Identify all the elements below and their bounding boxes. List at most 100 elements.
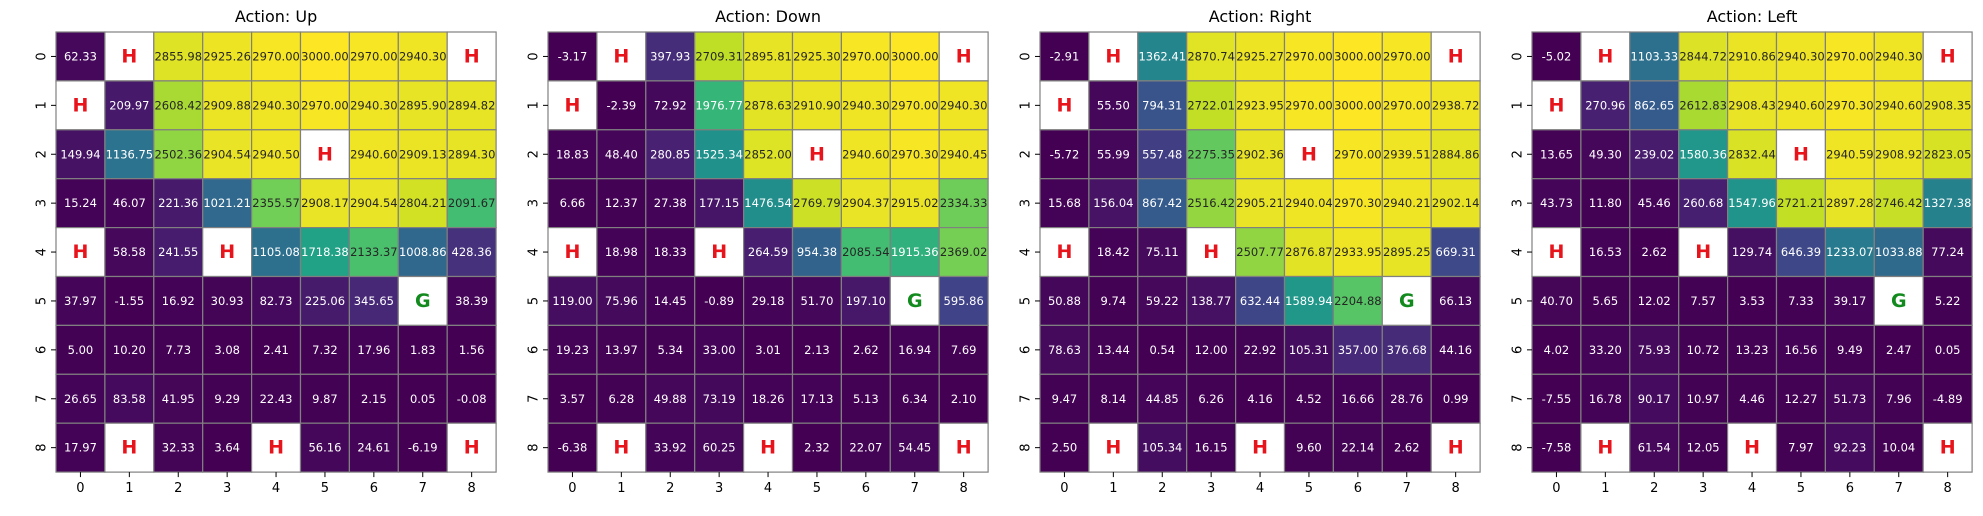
cell-value-label: 2925.26: [203, 49, 251, 63]
hole-label: H: [809, 143, 825, 165]
heatmap-panel-1: Action: Down-3.17 H 397.93 2709.31 2895.81 29…: [527, 7, 989, 496]
heatmap-cell: [299, 275, 351, 327]
cell-value-label: 2940.50: [252, 147, 300, 161]
cell-value-label: 2940.21: [1383, 196, 1431, 210]
cell-value-label: 6.26: [1198, 392, 1224, 406]
cell-value-label: 49.30: [1589, 147, 1622, 161]
cell-value-label: 2940.60: [842, 147, 890, 161]
cell-value-label: 1589.94: [1285, 294, 1333, 308]
cell-value-label: 2970.00: [891, 98, 939, 112]
cell-value-label: 119.00: [552, 294, 592, 308]
heatmap-cell: [645, 178, 696, 229]
heatmap-cell: [791, 227, 843, 278]
y-tick-label: 5: [35, 297, 50, 305]
cell-value-label: 2894.30: [448, 147, 496, 161]
cell-value-label: 5.13: [853, 392, 879, 406]
heatmap-cell: [1824, 324, 1875, 375]
x-tick-label: 4: [1256, 481, 1264, 496]
x-tick-label: 5: [813, 481, 821, 496]
cell-value-label: 138.77: [1191, 294, 1231, 308]
cell-value-label: 2902.36: [1236, 147, 1284, 161]
heatmap-cell: [791, 324, 843, 375]
heatmap-cell: [938, 275, 989, 327]
hole-label: H: [1448, 45, 1464, 67]
heatmap-cell: [55, 324, 106, 375]
heatmap-cell: [1039, 31, 1090, 82]
heatmap-cell: [1186, 373, 1237, 424]
cell-value-label: 37.97: [64, 294, 97, 308]
chart-title: Action: Left: [1707, 7, 1798, 26]
cell-value-label: 221.36: [158, 196, 198, 210]
hole-label: H: [121, 45, 137, 67]
cell-value-label: 260.68: [1683, 196, 1723, 210]
heatmap-cell: [1234, 275, 1286, 327]
heatmap-cell: [55, 227, 106, 278]
cell-value-label: 2721.21: [1777, 196, 1825, 210]
heatmap-cell: [938, 129, 989, 180]
heatmap-cell: [299, 31, 351, 82]
cell-value-label: 50.88: [1048, 294, 1081, 308]
cell-value-label: 6.66: [560, 196, 586, 210]
cell-value-label: 2940.30: [1777, 49, 1825, 63]
cell-value-label: 270.96: [1585, 98, 1625, 112]
heatmap-cell: [1531, 324, 1582, 375]
y-tick-label: 7: [1511, 395, 1526, 403]
cell-value-label: 3.57: [560, 392, 586, 406]
goal-label: G: [415, 290, 431, 312]
heatmap-cell: [1430, 227, 1481, 278]
heatmap-cell: [1430, 324, 1481, 375]
hole-label: H: [1056, 94, 1072, 116]
heatmap-cell: [1234, 422, 1286, 473]
cell-value-label: -7.58: [1542, 441, 1572, 455]
cell-value-label: -0.89: [704, 294, 734, 308]
cell-value-label: -6.19: [408, 441, 438, 455]
y-tick-label: 2: [527, 150, 542, 158]
cell-value-label: 794.31: [1142, 98, 1182, 112]
x-tick-label: 0: [1060, 481, 1068, 496]
heatmap-cell: [1873, 227, 1924, 278]
heatmap-cell: [742, 275, 794, 327]
cell-value-label: 2895.90: [399, 98, 447, 112]
cell-value-label: 62.33: [64, 49, 97, 63]
cell-value-label: 2876.87: [1285, 245, 1333, 259]
heatmap-cell: [1088, 275, 1139, 327]
y-tick-label: 8: [1019, 444, 1034, 452]
hole-label: H: [1448, 437, 1464, 459]
heatmap-cell: [1775, 373, 1827, 424]
heatmap-cell: [596, 80, 647, 131]
heatmap-cell: [1088, 422, 1139, 473]
cell-value-label: 9.47: [1052, 392, 1078, 406]
heatmap-cell: [1283, 324, 1335, 375]
cell-value-label: 2608.42: [154, 98, 202, 112]
heatmap-cell: [251, 324, 302, 375]
cell-value-label: 2970.00: [301, 98, 349, 112]
cell-value-label: 2904.54: [203, 147, 251, 161]
y-tick-label: 1: [1511, 101, 1526, 109]
hole-label: H: [613, 437, 629, 459]
y-tick-label: 1: [1019, 101, 1034, 109]
heatmap-cell: [251, 422, 302, 473]
heatmap-cell: [446, 275, 497, 327]
x-tick-label: 1: [617, 481, 625, 496]
cell-value-label: 2.50: [1052, 441, 1078, 455]
goal-label: G: [1891, 290, 1907, 312]
heatmap-cell: [938, 227, 989, 278]
heatmap-cell: [547, 129, 598, 180]
hole-label: H: [219, 241, 235, 263]
x-tick-label: 2: [666, 481, 674, 496]
x-tick-label: 3: [1699, 481, 1707, 496]
hole-label: H: [1056, 241, 1072, 263]
heatmap-cell: [1088, 129, 1139, 180]
hole-label: H: [1695, 241, 1711, 263]
x-tick-label: 6: [370, 481, 378, 496]
cell-value-label: 1233.07: [1826, 245, 1874, 259]
heatmap-cell: [1678, 373, 1729, 424]
heatmap-cell: [840, 324, 891, 375]
heatmap-cell: [1531, 227, 1582, 278]
heatmap-cell: [938, 80, 989, 131]
heatmap-cell: [840, 80, 891, 131]
heatmap-cell: [1922, 373, 1973, 424]
cell-value-label: 2908.17: [301, 196, 349, 210]
heatmap-cell: [1332, 324, 1383, 375]
cell-value-label: 17.13: [800, 392, 833, 406]
